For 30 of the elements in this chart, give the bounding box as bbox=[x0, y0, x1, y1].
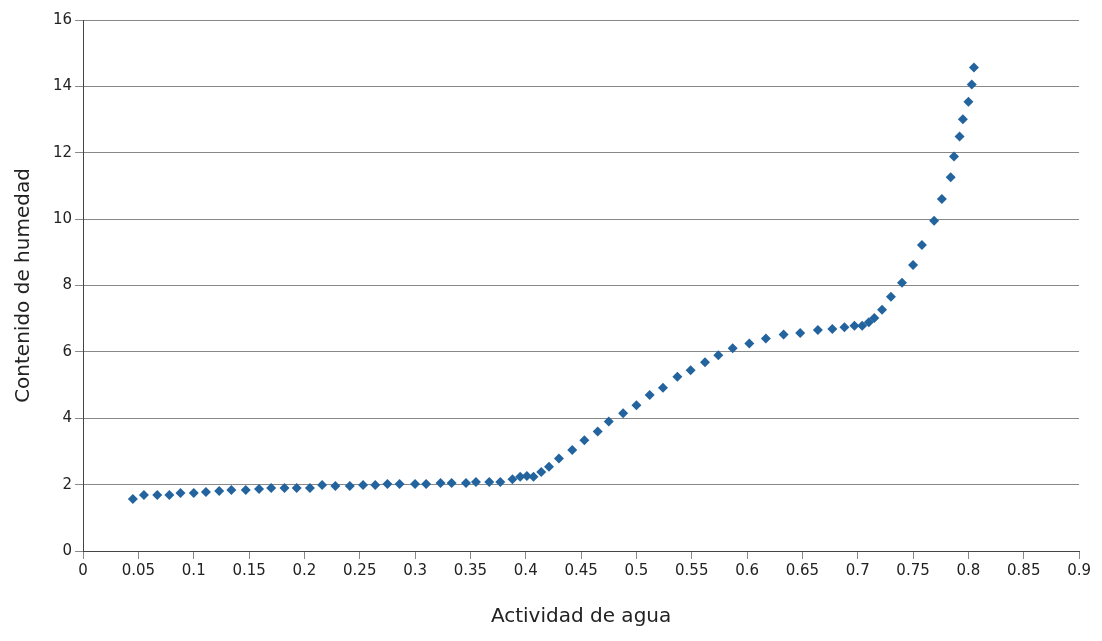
y-tick-label: 4 bbox=[62, 408, 73, 427]
y-tick-label: 16 bbox=[52, 9, 73, 28]
y-tick-label: 12 bbox=[52, 142, 73, 161]
x-axis-title: Actividad de agua bbox=[490, 603, 672, 628]
x-tick-label: 0.55 bbox=[675, 560, 709, 579]
x-tick-label: 0.05 bbox=[121, 560, 156, 579]
x-tick-label: 0.2 bbox=[292, 560, 317, 579]
x-tick-label: 0.75 bbox=[896, 560, 930, 579]
x-tick-label: 0.8 bbox=[956, 560, 981, 579]
x-tick-label: 0.65 bbox=[785, 560, 820, 579]
x-tick-label: 0.9 bbox=[1067, 560, 1091, 579]
x-tick-label: 0.6 bbox=[735, 560, 760, 579]
y-axis-title: Contenido de humedad bbox=[10, 168, 35, 403]
x-tick-label: 0.7 bbox=[845, 560, 870, 579]
y-tick-label: 10 bbox=[52, 209, 73, 228]
x-tick-label: 0 bbox=[78, 560, 88, 579]
x-tick-label: 0.1 bbox=[181, 560, 206, 579]
x-tick-label: 0.25 bbox=[343, 560, 377, 579]
x-tick-label: 0.3 bbox=[403, 560, 428, 579]
y-tick-label: 8 bbox=[62, 275, 73, 294]
x-tick-label: 0.15 bbox=[232, 560, 266, 579]
x-tick-label: 0.5 bbox=[624, 560, 649, 579]
y-tick-label: 2 bbox=[62, 474, 73, 493]
x-tick-label: 0.35 bbox=[453, 560, 488, 579]
x-tick-label: 0.85 bbox=[1007, 560, 1041, 579]
y-tick-label: 0 bbox=[62, 540, 73, 559]
x-tick-label: 0.45 bbox=[564, 560, 598, 579]
y-tick-label: 14 bbox=[52, 76, 73, 95]
y-tick-label: 6 bbox=[62, 341, 73, 360]
x-tick-label: 0.4 bbox=[513, 560, 538, 579]
